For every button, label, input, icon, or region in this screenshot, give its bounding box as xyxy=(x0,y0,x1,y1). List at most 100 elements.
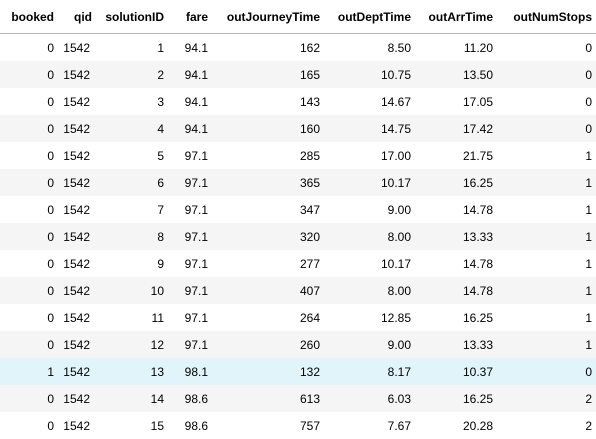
cell-outarrtime: 13.33 xyxy=(415,223,497,250)
cell-outarrtime: 14.78 xyxy=(415,196,497,223)
cell-booked: 0 xyxy=(0,277,58,304)
cell-qid: 1542 xyxy=(58,34,96,62)
cell-outjourneytime: 757 xyxy=(212,412,324,439)
cell-outjourneytime: 285 xyxy=(212,142,324,169)
cell-outdepttime: 8.17 xyxy=(324,358,415,385)
cell-fare: 97.1 xyxy=(168,169,212,196)
cell-outarrtime: 17.05 xyxy=(415,88,497,115)
cell-outarrtime: 13.50 xyxy=(415,61,497,88)
column-header-qid[interactable]: qid xyxy=(58,0,96,34)
cell-solutionid: 4 xyxy=(96,115,168,142)
cell-solutionid: 10 xyxy=(96,277,168,304)
cell-outjourneytime: 320 xyxy=(212,223,324,250)
cell-outjourneytime: 165 xyxy=(212,61,324,88)
cell-fare: 97.1 xyxy=(168,142,212,169)
cell-qid: 1542 xyxy=(58,223,96,250)
cell-fare: 94.1 xyxy=(168,115,212,142)
cell-outarrtime: 21.75 xyxy=(415,142,497,169)
cell-outnumstops: 1 xyxy=(497,250,596,277)
cell-fare: 94.1 xyxy=(168,61,212,88)
column-header-outjourneytime[interactable]: outJourneyTime xyxy=(212,0,324,34)
cell-qid: 1542 xyxy=(58,169,96,196)
cell-fare: 97.1 xyxy=(168,304,212,331)
cell-outjourneytime: 264 xyxy=(212,304,324,331)
cell-outnumstops: 2 xyxy=(497,385,596,412)
cell-booked: 0 xyxy=(0,34,58,62)
cell-outdepttime: 10.17 xyxy=(324,169,415,196)
cell-fare: 97.1 xyxy=(168,277,212,304)
cell-outnumstops: 1 xyxy=(497,277,596,304)
cell-booked: 0 xyxy=(0,385,58,412)
cell-fare: 98.1 xyxy=(168,358,212,385)
column-header-fare[interactable]: fare xyxy=(168,0,212,34)
cell-solutionid: 13 xyxy=(96,358,168,385)
cell-booked: 0 xyxy=(0,250,58,277)
cell-booked: 0 xyxy=(0,196,58,223)
cell-outnumstops: 2 xyxy=(497,412,596,439)
cell-solutionid: 11 xyxy=(96,304,168,331)
column-header-outarrtime[interactable]: outArrTime xyxy=(415,0,497,34)
cell-booked: 0 xyxy=(0,115,58,142)
cell-fare: 97.1 xyxy=(168,196,212,223)
cell-outdepttime: 7.67 xyxy=(324,412,415,439)
cell-solutionid: 5 xyxy=(96,142,168,169)
cell-outarrtime: 16.25 xyxy=(415,169,497,196)
cell-booked: 0 xyxy=(0,223,58,250)
cell-qid: 1542 xyxy=(58,385,96,412)
cell-outnumstops: 0 xyxy=(497,61,596,88)
column-header-outnumstops[interactable]: outNumStops xyxy=(497,0,596,34)
cell-outjourneytime: 347 xyxy=(212,196,324,223)
cell-outjourneytime: 160 xyxy=(212,115,324,142)
cell-outdepttime: 8.50 xyxy=(324,34,415,62)
cell-outarrtime: 13.33 xyxy=(415,331,497,358)
cell-booked: 0 xyxy=(0,304,58,331)
cell-booked: 0 xyxy=(0,61,58,88)
cell-solutionid: 3 xyxy=(96,88,168,115)
cell-outnumstops: 1 xyxy=(497,331,596,358)
cell-solutionid: 15 xyxy=(96,412,168,439)
cell-outdepttime: 17.00 xyxy=(324,142,415,169)
cell-outdepttime: 9.00 xyxy=(324,331,415,358)
cell-solutionid: 2 xyxy=(96,61,168,88)
cell-booked: 1 xyxy=(0,358,58,385)
cell-fare: 94.1 xyxy=(168,34,212,62)
cell-outnumstops: 1 xyxy=(497,304,596,331)
cell-solutionid: 9 xyxy=(96,250,168,277)
cell-fare: 97.1 xyxy=(168,223,212,250)
cell-outarrtime: 11.20 xyxy=(415,34,497,62)
cell-outdepttime: 10.17 xyxy=(324,250,415,277)
cell-qid: 1542 xyxy=(58,142,96,169)
cell-outnumstops: 0 xyxy=(497,358,596,385)
cell-outarrtime: 14.78 xyxy=(415,277,497,304)
column-header-solutionid[interactable]: solutionID xyxy=(96,0,168,34)
column-header-booked[interactable]: booked xyxy=(0,0,58,34)
cell-qid: 1542 xyxy=(58,115,96,142)
table-header: booked qid solutionID fare outJourneyTim… xyxy=(0,0,596,34)
cell-qid: 1542 xyxy=(58,196,96,223)
cell-qid: 1542 xyxy=(58,250,96,277)
cell-outnumstops: 1 xyxy=(497,196,596,223)
cell-outjourneytime: 407 xyxy=(212,277,324,304)
column-header-outdepttime[interactable]: outDeptTime xyxy=(324,0,415,34)
cell-outdepttime: 12.85 xyxy=(324,304,415,331)
header-row: booked qid solutionID fare outJourneyTim… xyxy=(0,0,596,34)
cell-outjourneytime: 277 xyxy=(212,250,324,277)
cell-outdepttime: 14.67 xyxy=(324,88,415,115)
cell-outnumstops: 1 xyxy=(497,142,596,169)
